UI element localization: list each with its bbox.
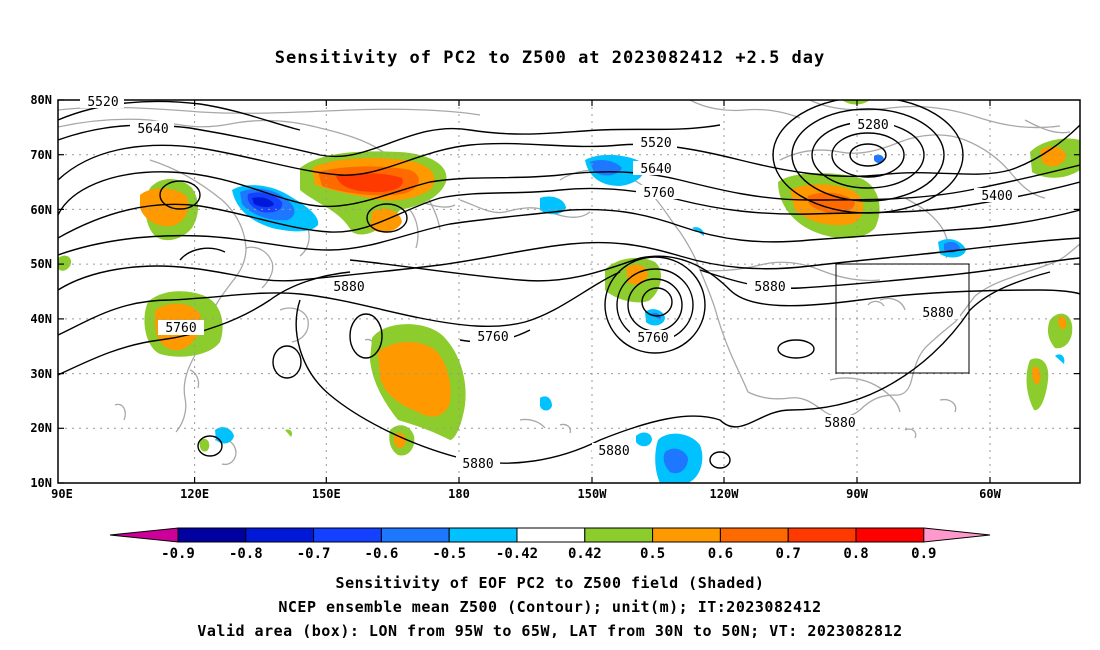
colorbar-segment [719, 527, 789, 543]
contour-label: 5760 [470, 329, 514, 345]
contour-label: 5400 [974, 188, 1018, 204]
plot-title: Sensitivity of PC2 to Z500 at 2023082412… [274, 48, 826, 68]
contour-label: 5520 [633, 135, 677, 151]
contour-label: 5760 [630, 330, 674, 346]
lat-label: 50N [30, 257, 52, 271]
contour-label: 5520 [80, 95, 124, 110]
contour-label: 5880 [818, 415, 862, 431]
lat-label: 70N [30, 148, 52, 162]
colorbar-segment [380, 527, 450, 543]
svg-text:5520: 5520 [640, 136, 671, 151]
svg-text:5640: 5640 [137, 122, 168, 137]
colorbar-tick-label: -0.8 [229, 546, 263, 562]
colorbar-tick-label: 0.6 [708, 546, 733, 562]
lon-label: 180 [448, 487, 470, 501]
contour-label: 5640 [633, 161, 677, 177]
lon-label: 150W [578, 487, 608, 501]
lat-label: 10N [30, 476, 52, 490]
colorbar-segment [584, 527, 654, 543]
colorbar-segment [245, 527, 315, 543]
axis-ticks [58, 99, 1080, 484]
colorbar-tick-label: -0.5 [432, 546, 466, 562]
latitude-labels: 80N 70N 60N 50N 40N 30N 20N 10N [30, 93, 52, 490]
svg-text:5880: 5880 [598, 444, 629, 459]
colorbar-tick-label: 0.8 [843, 546, 868, 562]
caption-shaded: Sensitivity of EOF PC2 to Z500 field (Sh… [335, 574, 765, 592]
contour-label: 5880 [456, 456, 500, 472]
z500-contours [58, 100, 1080, 469]
lat-label: 80N [30, 93, 52, 107]
colorbar-segment [313, 527, 382, 543]
svg-text:5880: 5880 [754, 280, 785, 295]
contour-label: 5880 [326, 279, 370, 295]
longitude-labels: 90E 120E 150E 180 150W 120W 90W 60W [51, 487, 1001, 501]
contour-label: 5880 [592, 443, 636, 459]
lat-label: 20N [30, 421, 52, 435]
colorbar-tick-label: -0.6 [365, 546, 399, 562]
colorbar-segment [855, 527, 925, 543]
map-frame [57, 99, 1081, 484]
colorbar-tick-label: -0.9 [161, 546, 195, 562]
svg-text:5400: 5400 [981, 189, 1012, 204]
svg-text:5760: 5760 [165, 321, 196, 336]
colorbar-tick-label: 0.5 [640, 546, 665, 562]
svg-text:5880: 5880 [462, 457, 493, 472]
svg-text:5640: 5640 [640, 162, 671, 177]
svg-text:5760: 5760 [637, 331, 668, 346]
colorbar-min-arrow [109, 527, 179, 543]
contour-labels: 5520 5640 5520 5640 5760 5280 5400 5880 … [80, 95, 1018, 472]
lon-label: 90E [51, 487, 73, 501]
contour-label: 5880 [916, 305, 960, 321]
colorbar-tick-label: 0.42 [568, 546, 602, 562]
colorbar-segment [448, 527, 518, 543]
colorbar-segment [177, 527, 247, 543]
colorbar-segment [516, 527, 586, 543]
lon-label: 150E [312, 487, 341, 501]
lon-label: 120E [180, 487, 209, 501]
svg-text:5280: 5280 [857, 118, 888, 133]
colorbar-tick-label: -0.7 [297, 546, 331, 562]
colorbar: -0.9 -0.8 -0.7 -0.6 -0.5 -0.42 0.42 0.5 … [109, 527, 991, 562]
svg-text:5520: 5520 [87, 95, 118, 110]
svg-text:5880: 5880 [922, 306, 953, 321]
caption-valid-area: Valid area (box): LON from 95W to 65W, L… [197, 622, 903, 640]
svg-text:5760: 5760 [477, 330, 508, 345]
colorbar-segment [652, 527, 721, 543]
colorbar-max-arrow [923, 527, 991, 543]
valid-area-box [835, 263, 970, 374]
lat-label: 40N [30, 312, 52, 326]
map-background [58, 100, 1080, 483]
svg-text:5880: 5880 [333, 280, 364, 295]
contour-label: 5760 [636, 185, 680, 201]
lon-label: 120W [710, 487, 740, 501]
contour-label: 5760 [158, 320, 204, 336]
contour-label: 5880 [747, 279, 791, 295]
colorbar-tick-label: -0.42 [496, 546, 538, 562]
contour-label: 5640 [130, 121, 174, 137]
colorbar-tick-label: 0.9 [911, 546, 936, 562]
lon-label: 90W [846, 487, 868, 501]
svg-text:5880: 5880 [824, 416, 855, 431]
contour-label: 5280 [850, 117, 894, 133]
lat-label: 30N [30, 367, 52, 381]
svg-text:5760: 5760 [643, 186, 674, 201]
colorbar-segment [787, 527, 857, 543]
caption-contour: NCEP ensemble mean Z500 (Contour); unit(… [278, 598, 822, 616]
colorbar-tick-label: 0.7 [776, 546, 801, 562]
lon-label: 60W [979, 487, 1001, 501]
lat-label: 60N [30, 203, 52, 217]
